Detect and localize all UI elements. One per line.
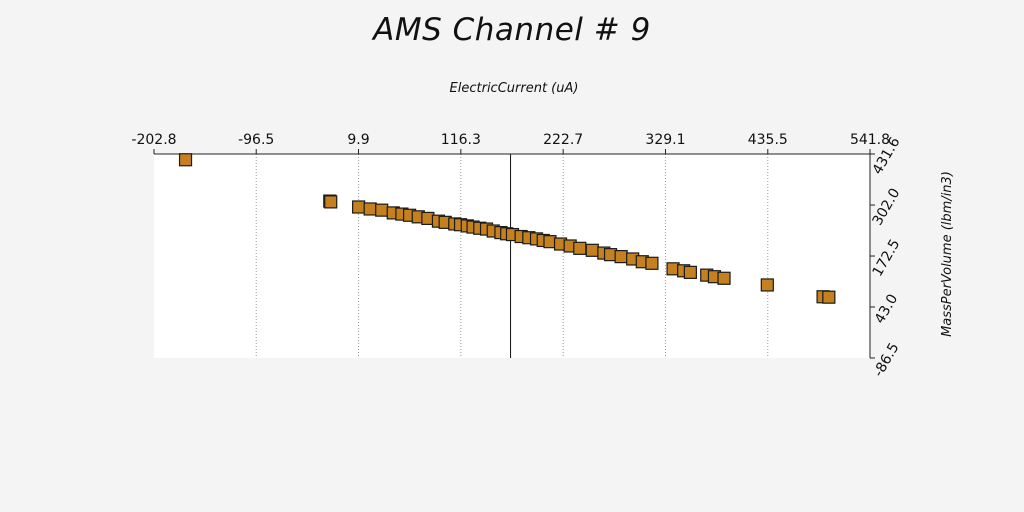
data-point [683,265,697,279]
data-point [645,256,659,270]
data-point [324,195,338,209]
plot-area [154,154,870,358]
data-point [363,202,377,216]
x-tick-label: -96.5 [238,132,274,148]
grid-lines [255,154,769,358]
y-tick-label: 302.0 [870,186,904,229]
data-point [573,241,587,255]
x-tick-label: 329.1 [645,132,685,148]
data-point [614,250,628,264]
data-point [822,290,836,304]
data-point [760,278,774,292]
chart-title: AMS Channel # 9 [373,12,651,48]
x-axis-title: ElectricCurrent (uA) [450,81,579,96]
data-point [352,200,366,214]
data-point [585,243,599,257]
x-tick-label: 222.7 [543,132,583,148]
y-tick-label: 43.0 [872,292,901,327]
data-points [178,153,836,304]
data-point [178,153,193,167]
y-tick-label: 172.5 [870,237,904,280]
y-axis-title: MassPerVolume (lbm/in3) [940,171,955,337]
x-tick-label: 9.9 [347,132,369,148]
x-tick-label: 116.3 [441,132,481,148]
x-tick-label: 435.5 [748,132,788,148]
data-point [375,203,389,217]
data-point [717,271,731,285]
x-tick-label: 541.8 [850,132,890,148]
x-tick-label: -202.8 [131,132,176,148]
y-tick-label: -86.5 [871,340,903,379]
